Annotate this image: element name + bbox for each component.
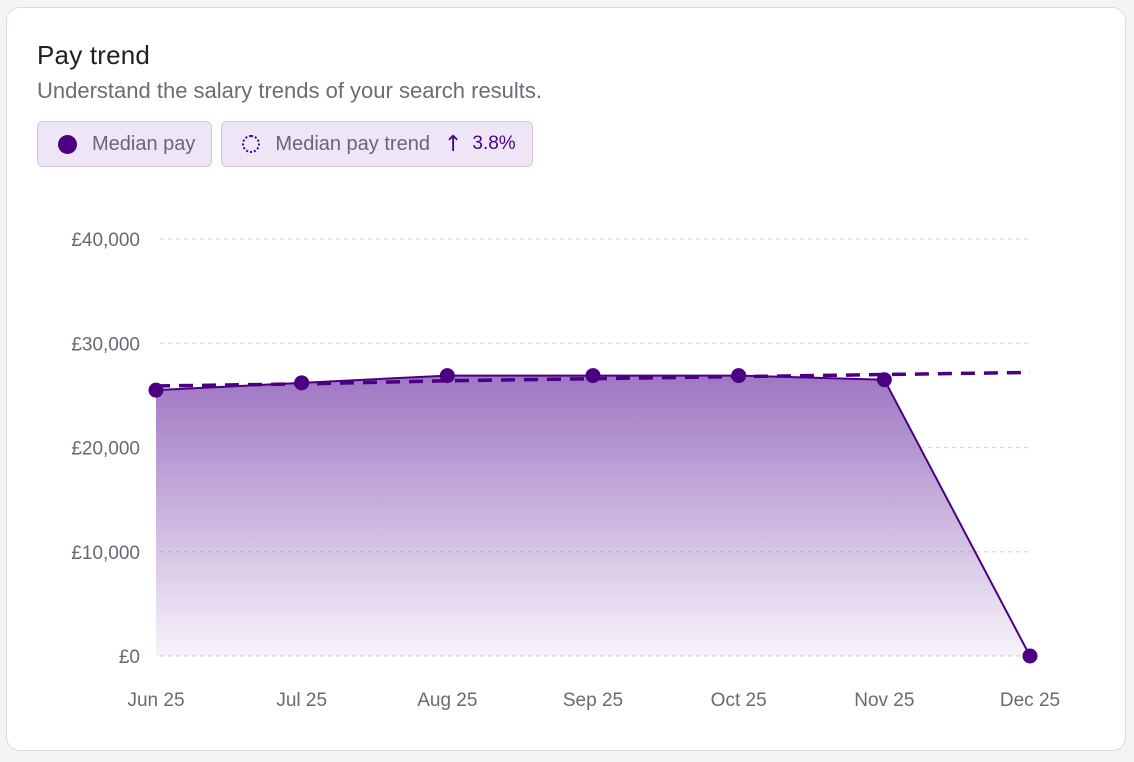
legend-median-pay[interactable]: Median pay (37, 121, 213, 167)
x-tick-label: Jul 25 (276, 690, 327, 711)
median-pay-point (876, 372, 892, 388)
y-tick-label: £0 (119, 647, 140, 668)
card-subtitle: Understand the salary trends of your sea… (37, 78, 543, 103)
median-pay-point (294, 375, 310, 391)
x-tick-label: Sep 25 (563, 690, 623, 711)
y-tick-label: £40,000 (71, 230, 140, 251)
median-pay-area-fill (156, 375, 1030, 656)
legend-trend-label: Median pay trend (275, 132, 430, 155)
x-tick-label: Dec 25 (1000, 690, 1060, 711)
dashed-circle-icon (242, 135, 261, 153)
legend-median-pay-trend[interactable]: Median pay trend ↑ 3.8% (221, 121, 533, 167)
legend-median-pay-label: Median pay (92, 132, 196, 155)
x-tick-label: Jun 25 (127, 690, 184, 711)
median-pay-point (585, 368, 601, 384)
y-tick-label: £10,000 (71, 543, 140, 564)
arrow-up-icon: ↑ (443, 131, 463, 157)
median-pay-point (148, 382, 164, 398)
y-tick-label: £30,000 (71, 334, 140, 355)
median-pay-point (731, 368, 747, 384)
trend-change-value: 3.8% (472, 133, 516, 154)
solid-dot-icon (58, 134, 77, 154)
x-tick-label: Nov 25 (854, 690, 914, 711)
x-tick-label: Aug 25 (417, 690, 477, 711)
x-tick-label: Oct 25 (711, 690, 767, 711)
median-pay-point (439, 368, 455, 384)
chart-legend: Median pay Median pay trend ↑ 3.8% (37, 121, 533, 167)
card-title: Pay trend (37, 40, 151, 70)
median-pay-point (1022, 648, 1038, 664)
y-tick-label: £20,000 (71, 439, 140, 460)
